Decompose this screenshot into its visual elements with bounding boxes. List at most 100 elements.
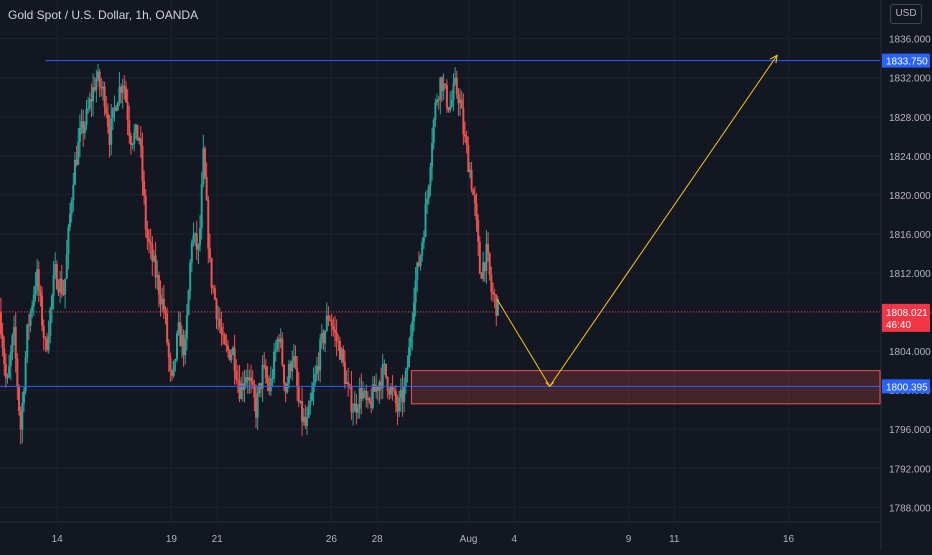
candle-body xyxy=(255,397,257,418)
candle-body xyxy=(240,383,243,400)
candle-body xyxy=(70,200,73,214)
candle-body xyxy=(151,243,154,262)
candle-body xyxy=(258,383,261,393)
candle-body xyxy=(317,365,320,371)
candle-body xyxy=(357,408,360,413)
candle-body xyxy=(482,262,485,279)
candle-body xyxy=(85,108,88,125)
candle-body xyxy=(327,315,330,320)
candle-body xyxy=(203,148,206,178)
candle-body xyxy=(27,324,30,326)
time-axis[interactable]: 14 19 21 26 28 Aug 4 9 11 16 xyxy=(0,521,880,545)
candle-body xyxy=(391,386,394,391)
candle-body xyxy=(301,400,304,422)
candle-body xyxy=(37,269,40,292)
candle-body xyxy=(182,334,185,356)
candle-body xyxy=(485,243,488,272)
candle-body xyxy=(13,326,16,336)
x-tick-label: 14 xyxy=(52,534,64,545)
candle-body xyxy=(166,313,169,343)
candle-body xyxy=(282,364,285,384)
candle-body xyxy=(123,85,126,88)
candle-body xyxy=(442,83,445,91)
candle-body xyxy=(452,83,455,100)
candle-body xyxy=(21,403,24,430)
candle-body xyxy=(26,324,29,358)
y-tick-label: 1792.000 xyxy=(889,464,931,475)
y-tick-label: 1812.000 xyxy=(889,269,931,280)
candle-body xyxy=(167,342,170,358)
candle-body xyxy=(98,71,101,87)
candle-body xyxy=(18,386,21,412)
candle-body xyxy=(409,335,412,348)
candle-body xyxy=(432,120,435,143)
candle-body xyxy=(225,344,228,346)
candle-body xyxy=(431,142,434,167)
candle-body xyxy=(417,262,420,267)
candle-body xyxy=(14,326,17,359)
candle-body xyxy=(22,391,25,404)
candle-body xyxy=(146,229,149,239)
candle-body xyxy=(208,248,211,259)
candle-body xyxy=(419,255,422,267)
y-tick-label: 1832.000 xyxy=(889,74,931,85)
candle-body xyxy=(31,306,34,312)
candle-body xyxy=(279,338,282,343)
candle-body xyxy=(385,363,388,378)
candle-body xyxy=(467,145,470,173)
candle-body xyxy=(264,365,267,378)
candle-body xyxy=(302,416,305,422)
candle-body xyxy=(0,312,2,335)
candle-body xyxy=(195,233,198,250)
candle-body xyxy=(1,334,4,349)
candle-body xyxy=(213,288,216,300)
candle-body xyxy=(87,108,90,110)
candle-body xyxy=(57,288,60,293)
projection-line xyxy=(496,54,778,388)
candle-body xyxy=(8,365,11,378)
candle-body xyxy=(268,383,271,392)
candle-body xyxy=(368,398,371,402)
candle-body xyxy=(223,335,226,345)
candle-body xyxy=(338,341,341,360)
candle-body xyxy=(39,291,42,296)
candle-body xyxy=(286,383,289,393)
candle-body xyxy=(32,294,35,307)
candle-body xyxy=(353,403,356,412)
candle-body xyxy=(444,83,447,85)
candle-body xyxy=(159,294,162,305)
candle-body xyxy=(49,308,52,337)
candle-body xyxy=(83,124,86,134)
candle-body xyxy=(271,378,274,380)
candle-body xyxy=(78,127,81,142)
candle-body xyxy=(116,103,119,111)
candle-body xyxy=(65,254,68,279)
demand-zone-rect xyxy=(410,370,881,405)
candle-body xyxy=(416,262,419,281)
candle-body xyxy=(358,388,361,409)
y-tick-label: 1824.000 xyxy=(889,152,931,163)
candle-body xyxy=(88,98,91,109)
candle-body xyxy=(307,405,310,418)
candle-body xyxy=(11,335,14,353)
currency-button[interactable]: USD xyxy=(890,4,922,24)
price-axis[interactable]: 1788.0001792.0001796.0001800.0001804.000… xyxy=(880,0,931,550)
candle-body xyxy=(371,384,374,408)
candle-body xyxy=(110,118,113,145)
candle-body xyxy=(406,367,409,371)
candle-body xyxy=(144,195,147,230)
candle-body xyxy=(105,107,108,114)
projection-arrowhead xyxy=(769,54,778,64)
candle-body xyxy=(118,86,121,104)
candle-body xyxy=(154,255,157,278)
level-price-tag xyxy=(882,53,930,68)
candle-body xyxy=(273,351,276,379)
candle-body xyxy=(90,98,93,102)
candle-body xyxy=(404,370,407,387)
candle-body xyxy=(42,325,45,338)
candle-body xyxy=(180,334,183,347)
candle-body xyxy=(19,411,22,430)
candle-body xyxy=(29,311,32,326)
